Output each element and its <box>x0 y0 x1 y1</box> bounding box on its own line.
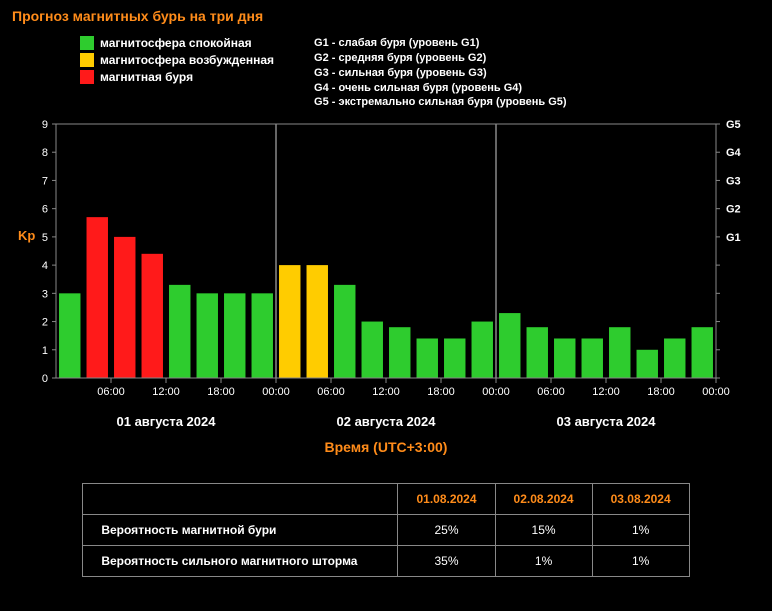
table-col-header: 02.08.2024 <box>495 484 592 515</box>
svg-text:06:00: 06:00 <box>317 386 345 398</box>
bar <box>472 322 493 378</box>
svg-text:18:00: 18:00 <box>427 386 455 398</box>
bar <box>334 285 355 378</box>
bar <box>362 322 383 378</box>
table-col-header: 03.08.2024 <box>592 484 689 515</box>
svg-text:G5: G5 <box>726 119 741 131</box>
legend-row: магнитосфера спокойная магнитосфера возб… <box>0 32 772 118</box>
probability-table: 01.08.202402.08.202403.08.2024Вероятност… <box>82 483 689 577</box>
svg-text:18:00: 18:00 <box>647 386 675 398</box>
legend-calm: магнитосфера спокойная <box>80 36 274 50</box>
legend-storm: магнитная буря <box>80 70 274 84</box>
g-scale-line: G4 - очень сильная буря (уровень G4) <box>314 81 567 96</box>
chart-area: Kp 0123456789G5G4G3G2G106:0012:0018:0000… <box>24 118 748 408</box>
bar <box>664 339 685 379</box>
bar <box>554 339 575 379</box>
bar <box>114 237 135 378</box>
legend-storm-label: магнитная буря <box>100 70 193 84</box>
legend-left: магнитосфера спокойная магнитосфера возб… <box>80 36 274 110</box>
svg-text:G2: G2 <box>726 204 741 216</box>
day-label: 01 августа 2024 <box>56 414 276 429</box>
table-cell: 1% <box>495 546 592 577</box>
svg-text:G1: G1 <box>726 232 741 244</box>
svg-text:6: 6 <box>42 204 48 216</box>
bar <box>87 217 108 378</box>
bar <box>499 313 520 378</box>
table-row-label: Вероятность сильного магнитного шторма <box>83 546 398 577</box>
svg-text:00:00: 00:00 <box>482 386 510 398</box>
g-scale-legend: G1 - слабая буря (уровень G1)G2 - средня… <box>314 36 567 110</box>
svg-text:3: 3 <box>42 289 48 301</box>
kp-bar-chart: 0 1 2 3 4 5 6 7 8 9 G5 G4 G3 G2 G1 06:00 12:00 18:00 00:00… <box>24 118 748 408</box>
svg-text:8: 8 <box>42 147 48 159</box>
bar <box>637 350 658 378</box>
day-label: 03 августа 2024 <box>496 414 716 429</box>
bar <box>279 265 300 378</box>
bar <box>142 254 163 378</box>
page-title: Прогноз магнитных бурь на три дня <box>0 0 772 32</box>
bar <box>582 339 603 379</box>
bar <box>169 285 190 378</box>
swatch-excited <box>80 53 94 67</box>
bar <box>692 327 713 378</box>
svg-text:G4: G4 <box>726 147 742 159</box>
legend-excited: магнитосфера возбужденная <box>80 53 274 67</box>
x-axis-title: Время (UTC+3:00) <box>0 439 772 455</box>
svg-text:9: 9 <box>42 119 48 131</box>
svg-text:1: 1 <box>42 345 48 357</box>
legend-calm-label: магнитосфера спокойная <box>100 36 252 50</box>
table-cell: 1% <box>592 546 689 577</box>
svg-text:7: 7 <box>42 176 48 188</box>
table-row-label: Вероятность магнитной бури <box>83 515 398 546</box>
svg-text:12:00: 12:00 <box>592 386 620 398</box>
g-scale-line: G1 - слабая буря (уровень G1) <box>314 36 567 51</box>
bar <box>197 294 218 379</box>
svg-text:2: 2 <box>42 317 48 329</box>
table-cell: 15% <box>495 515 592 546</box>
day-label: 02 августа 2024 <box>276 414 496 429</box>
svg-text:4: 4 <box>42 260 48 272</box>
table-col-header: 01.08.2024 <box>398 484 495 515</box>
bar <box>527 327 548 378</box>
svg-text:5: 5 <box>42 232 48 244</box>
svg-text:00:00: 00:00 <box>702 386 730 398</box>
table-row: Вероятность сильного магнитного шторма35… <box>83 546 689 577</box>
g-scale-line: G2 - средняя буря (уровень G2) <box>314 51 567 66</box>
day-labels: 01 августа 202402 августа 202403 августа… <box>56 414 716 429</box>
y-axis-label: Kp <box>18 228 35 243</box>
svg-text:18:00: 18:00 <box>207 386 235 398</box>
table-blank-header <box>83 484 398 515</box>
g-scale-line: G3 - сильная буря (уровень G3) <box>314 66 567 81</box>
bar <box>252 294 273 379</box>
bar <box>59 294 80 379</box>
bar <box>609 327 630 378</box>
bar <box>389 327 410 378</box>
bar <box>224 294 245 379</box>
table-cell: 35% <box>398 546 495 577</box>
svg-text:12:00: 12:00 <box>372 386 400 398</box>
svg-text:06:00: 06:00 <box>537 386 565 398</box>
svg-text:12:00: 12:00 <box>152 386 180 398</box>
table-cell: 1% <box>592 515 689 546</box>
table-cell: 25% <box>398 515 495 546</box>
g-scale-line: G5 - экстремально сильная буря (уровень … <box>314 95 567 110</box>
swatch-storm <box>80 70 94 84</box>
svg-text:00:00: 00:00 <box>262 386 290 398</box>
bar <box>444 339 465 379</box>
table-row: Вероятность магнитной бури25%15%1% <box>83 515 689 546</box>
bar <box>307 265 328 378</box>
svg-text:G3: G3 <box>726 176 741 188</box>
swatch-calm <box>80 36 94 50</box>
bar <box>417 339 438 379</box>
legend-excited-label: магнитосфера возбужденная <box>100 53 274 67</box>
svg-text:06:00: 06:00 <box>97 386 125 398</box>
svg-text:0: 0 <box>42 373 48 385</box>
